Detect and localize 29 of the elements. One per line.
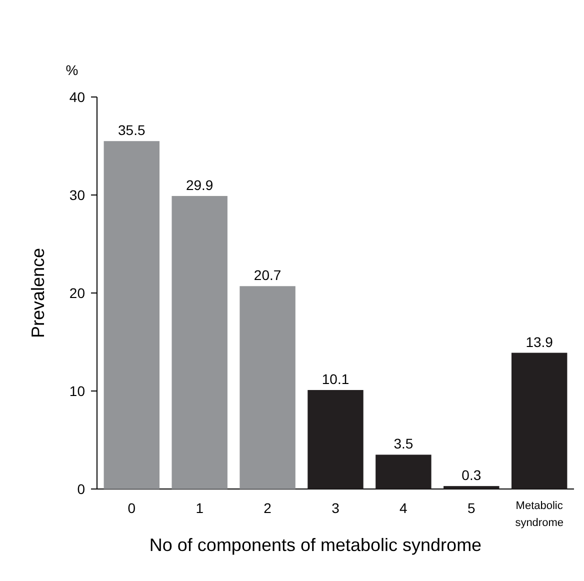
x-axis-title: No of components of metabolic syndrome <box>149 535 482 555</box>
data-label: 10.1 <box>322 371 350 388</box>
data-label: 29.9 <box>186 176 214 193</box>
bar <box>172 196 228 489</box>
x-tick-label: 0 <box>128 500 136 516</box>
x-tick-label: 2 <box>264 500 272 516</box>
text: % <box>66 62 78 78</box>
bar <box>240 286 296 489</box>
data-label: 0.3 <box>462 467 482 484</box>
data-label: 20.7 <box>254 267 282 284</box>
bar <box>104 141 160 489</box>
y-tick-label: 10 <box>69 382 86 399</box>
y-axis-title: Prevalence <box>28 248 48 338</box>
x-tick-label: 4 <box>400 500 408 516</box>
y-tick-label: 0 <box>77 480 86 497</box>
x-tick-label: 1 <box>196 500 204 516</box>
y-tick-label: 30 <box>69 186 86 203</box>
y-tick-label: 20 <box>69 284 86 301</box>
data-label: 13.9 <box>526 334 554 350</box>
bar <box>376 454 432 489</box>
bar <box>444 486 500 489</box>
x-tick-label: 5 <box>468 500 476 516</box>
data-label: 35.5 <box>118 122 146 138</box>
y-tick-label: 40 <box>69 88 86 105</box>
data-label: 3.5 <box>394 436 414 452</box>
bar <box>511 352 568 489</box>
x-tick-label: 3 <box>332 500 340 516</box>
x-tick-label: Metabolic syndrome <box>515 500 564 529</box>
bar <box>308 390 364 489</box>
